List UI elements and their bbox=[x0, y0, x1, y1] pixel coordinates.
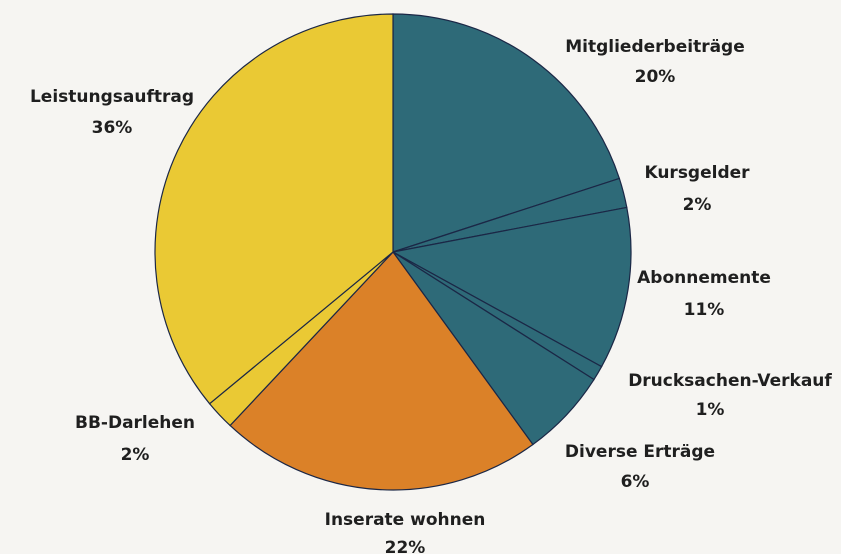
pie-slice bbox=[154, 13, 394, 405]
pie-slice bbox=[392, 13, 621, 253]
slice-label: Diverse Erträge bbox=[565, 442, 715, 462]
pie-slice bbox=[391, 206, 632, 368]
slice-value-label: 2% bbox=[121, 445, 150, 465]
slice-value-label: 2% bbox=[683, 195, 712, 215]
slice-value-label: 22% bbox=[385, 538, 426, 554]
slice-value-label: 36% bbox=[92, 118, 133, 138]
slice-value-label: 6% bbox=[621, 472, 650, 492]
slice-label: Abonnemente bbox=[637, 268, 771, 288]
slice-label: BB-Darlehen bbox=[75, 413, 195, 433]
slice-label: Mitgliederbeiträge bbox=[565, 37, 745, 57]
slice-label: Kursgelder bbox=[644, 163, 750, 183]
slice-label: Inserate wohnen bbox=[325, 510, 486, 530]
slice-value-label: 1% bbox=[696, 400, 725, 420]
slice-label: Drucksachen-Verkauf bbox=[628, 371, 832, 391]
slice-label: Leistungsauftrag bbox=[30, 87, 194, 107]
slice-value-label: 11% bbox=[684, 300, 725, 320]
slice-value-label: 20% bbox=[635, 67, 676, 87]
pie-slice bbox=[229, 251, 534, 491]
